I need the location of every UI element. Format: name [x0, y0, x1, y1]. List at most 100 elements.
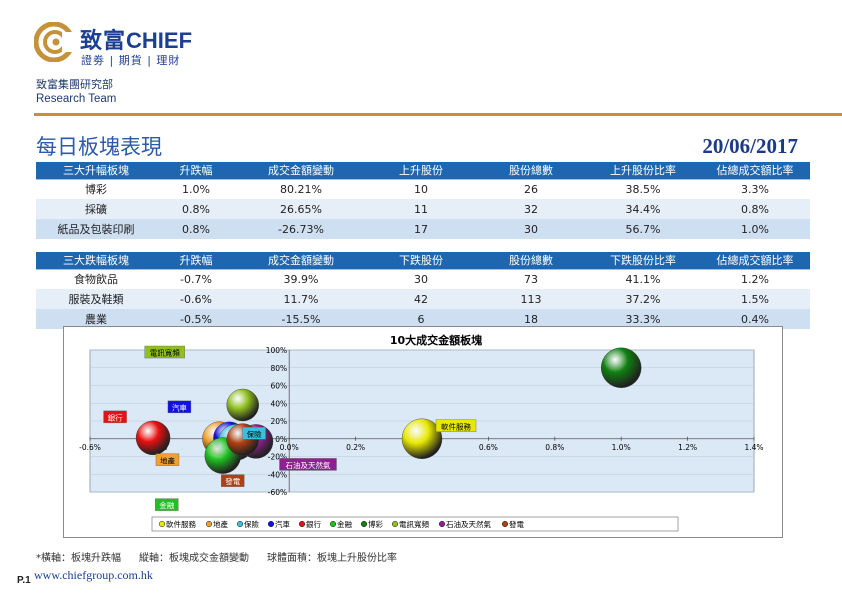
table-cell: 11.7% [236, 289, 366, 309]
table-row: 採礦 0.8% 26.65% 11 32 34.4% 0.8% [36, 199, 810, 219]
top-gainers-table: 三大升幅板塊 升跌幅 成交金額變動 上升股份 股份總數 上升股份比率 佔總成交額… [36, 162, 810, 239]
header-cell: 下跌股份比率 [586, 252, 700, 270]
table-cell: 博彩 [36, 179, 156, 199]
header-cell: 股份總數 [476, 162, 586, 180]
bubble-label: 金融 [159, 500, 174, 510]
legend-entry: 博彩 [368, 519, 383, 529]
brand-logo: 致富CHIEF 證劵 | 期貨 | 理財 [34, 22, 254, 68]
table-cell: 1.2% [700, 269, 810, 289]
table-cell: 服裝及鞋類 [36, 289, 156, 309]
bubble-label: 汽車 [172, 402, 187, 412]
y-tick-label: 60% [271, 382, 288, 391]
table-cell: 56.7% [586, 219, 700, 239]
table-cell: 80.21% [236, 179, 366, 199]
y-tick-label: -40% [268, 470, 287, 479]
table-cell: 11 [366, 199, 476, 219]
legend-marker [205, 520, 213, 528]
bubble-label-box [144, 345, 185, 359]
table-cell: -26.73% [236, 219, 366, 239]
table-cell: 1.0% [156, 179, 236, 199]
footnote-y-axis: 縱軸：板塊成交金額變動 [139, 553, 249, 564]
legend-marker [267, 520, 275, 528]
header-cell: 佔總成交額比率 [700, 162, 810, 180]
table-cell: 26 [476, 179, 586, 199]
table-cell: 37.2% [586, 289, 700, 309]
header-cell: 升跌幅 [156, 162, 236, 180]
bubble-label: 保險 [247, 429, 262, 439]
footnote-bubble: 球體面積：板塊上升股份比率 [267, 553, 397, 564]
bubble-label: 軟件服務 [441, 421, 471, 431]
header-cell: 成交金額變動 [236, 162, 366, 180]
bubble-label-box [221, 474, 245, 487]
legend-entry: 石油及天然氣 [446, 519, 491, 529]
bubble-博彩 [601, 347, 642, 388]
table-cell: 34.4% [586, 199, 700, 219]
y-tick-label: 0% [275, 435, 287, 444]
legend-box [151, 516, 679, 532]
table-cell: 食物飲品 [36, 269, 156, 289]
brand-name-en: CHIEF [126, 28, 193, 53]
x-tick-label: 1.2% [678, 443, 697, 452]
table-cell: 30 [476, 219, 586, 239]
legend-marker [391, 520, 399, 528]
bubble-軟件服務 [401, 418, 443, 459]
header-cell: 三大升幅板塊 [36, 162, 156, 180]
table-cell: 6 [366, 309, 476, 329]
table-cell: 0.8% [156, 219, 236, 239]
bubble-label-box [155, 498, 179, 511]
legend-marker [158, 520, 166, 528]
table-row: 農業 -0.5% -15.5% 6 18 33.3% 0.4% [36, 309, 810, 329]
website-link[interactable]: www.chiefgroup.com.hk [34, 568, 153, 582]
bubble-銀行 [135, 420, 171, 456]
table-cell: 紙品及包裝印刷 [36, 219, 156, 239]
table-cell: 32 [476, 199, 586, 219]
legend-marker [360, 520, 368, 528]
table-cell: 農業 [36, 309, 156, 329]
brand-tagline: 證劵 | 期貨 | 理財 [81, 54, 181, 67]
x-tick-label: 0.2% [346, 443, 365, 452]
report-date: 20/06/2017 [702, 134, 798, 158]
chief-logo-icon [34, 22, 74, 62]
header-cell: 股份總數 [476, 252, 586, 270]
y-tick-label: -20% [268, 453, 287, 462]
bubble-label: 銀行 [108, 412, 123, 422]
y-tick-label: 20% [271, 417, 288, 426]
header-cell: 成交金額變動 [236, 252, 366, 270]
y-tick-label: 40% [271, 399, 288, 408]
y-tick-label: -60% [268, 488, 287, 497]
table-row: 博彩 1.0% 80.21% 10 26 38.5% 3.3% [36, 179, 810, 199]
page-title: 每日板塊表現 [36, 135, 162, 159]
bubble-label-box [242, 427, 266, 440]
table-cell: 41.1% [586, 269, 700, 289]
table-cell: 18 [476, 309, 586, 329]
legend-marker [501, 520, 509, 528]
bubble-label-box [155, 453, 180, 466]
y-tick-label: 80% [271, 364, 288, 373]
table-header-row: 三大跌幅板塊 升跌幅 成交金額變動 下跌股份 股份總數 下跌股份比率 佔總成交額… [36, 252, 810, 270]
chart-title: 10大成交金額板塊 [390, 333, 482, 347]
x-tick-label: 0.6% [479, 443, 498, 452]
table-cell: 1.5% [700, 289, 810, 309]
department-cn: 致富集團研究部 [36, 78, 113, 91]
table-cell: -15.5% [236, 309, 366, 329]
footnote-x-axis: 橫軸：板塊升跌幅 [41, 553, 121, 564]
table-cell: 26.65% [236, 199, 366, 219]
x-tick-label: 0.8% [545, 443, 564, 452]
brand-name-cn: 致富 [80, 29, 127, 54]
header-divider [34, 113, 842, 116]
legend-entry: 保險 [244, 519, 259, 529]
table-cell: 採礦 [36, 199, 156, 219]
legend-marker [298, 520, 306, 528]
department-en: Research Team [36, 93, 117, 105]
x-tick-label: -0.6% [79, 443, 101, 452]
table-cell: -0.6% [156, 289, 236, 309]
table-cell: 1.0% [700, 219, 810, 239]
table-header-row: 三大升幅板塊 升跌幅 成交金額變動 上升股份 股份總數 上升股份比率 佔總成交額… [36, 162, 810, 180]
table-cell: 73 [476, 269, 586, 289]
legend-entry: 金融 [337, 519, 352, 529]
legend-entry: 汽車 [275, 519, 290, 529]
legend-entry: 發電 [509, 520, 524, 529]
table-cell: 30 [366, 269, 476, 289]
bubble-label-box [435, 419, 477, 432]
header-cell: 三大跌幅板塊 [36, 252, 156, 270]
